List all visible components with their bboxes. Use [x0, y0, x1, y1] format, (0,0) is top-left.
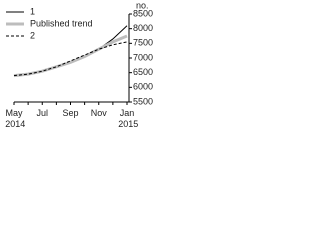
y-tick-label: 8000: [133, 23, 153, 33]
y-tick-label: 5500: [133, 96, 153, 106]
y-tick-label: 7500: [133, 38, 153, 48]
x-tick-label: Nov: [91, 108, 108, 118]
chart: no. 5500 6000 6500 7000 7500 8000 8500 May 2014…: [3, 0, 153, 129]
y-tick-label: 7000: [133, 52, 153, 62]
series-line: [13, 41, 128, 77]
y-tick-label: 8500: [133, 8, 153, 18]
y-tick-label: 6000: [133, 82, 153, 92]
x-tick-label: Jan 2015: [116, 108, 139, 129]
legend-label: 1: [30, 6, 35, 16]
x-tick-label: Jul: [36, 108, 48, 118]
x-tick-label: May 2014: [3, 108, 26, 129]
x-tick-label: Sep: [62, 108, 78, 118]
series-line: [13, 34, 128, 78]
y-tick-label: 6500: [133, 67, 153, 77]
y-axis-label: no.: [136, 0, 149, 10]
legend-label: Published trend: [30, 18, 93, 28]
legend-label: 2: [30, 30, 35, 40]
